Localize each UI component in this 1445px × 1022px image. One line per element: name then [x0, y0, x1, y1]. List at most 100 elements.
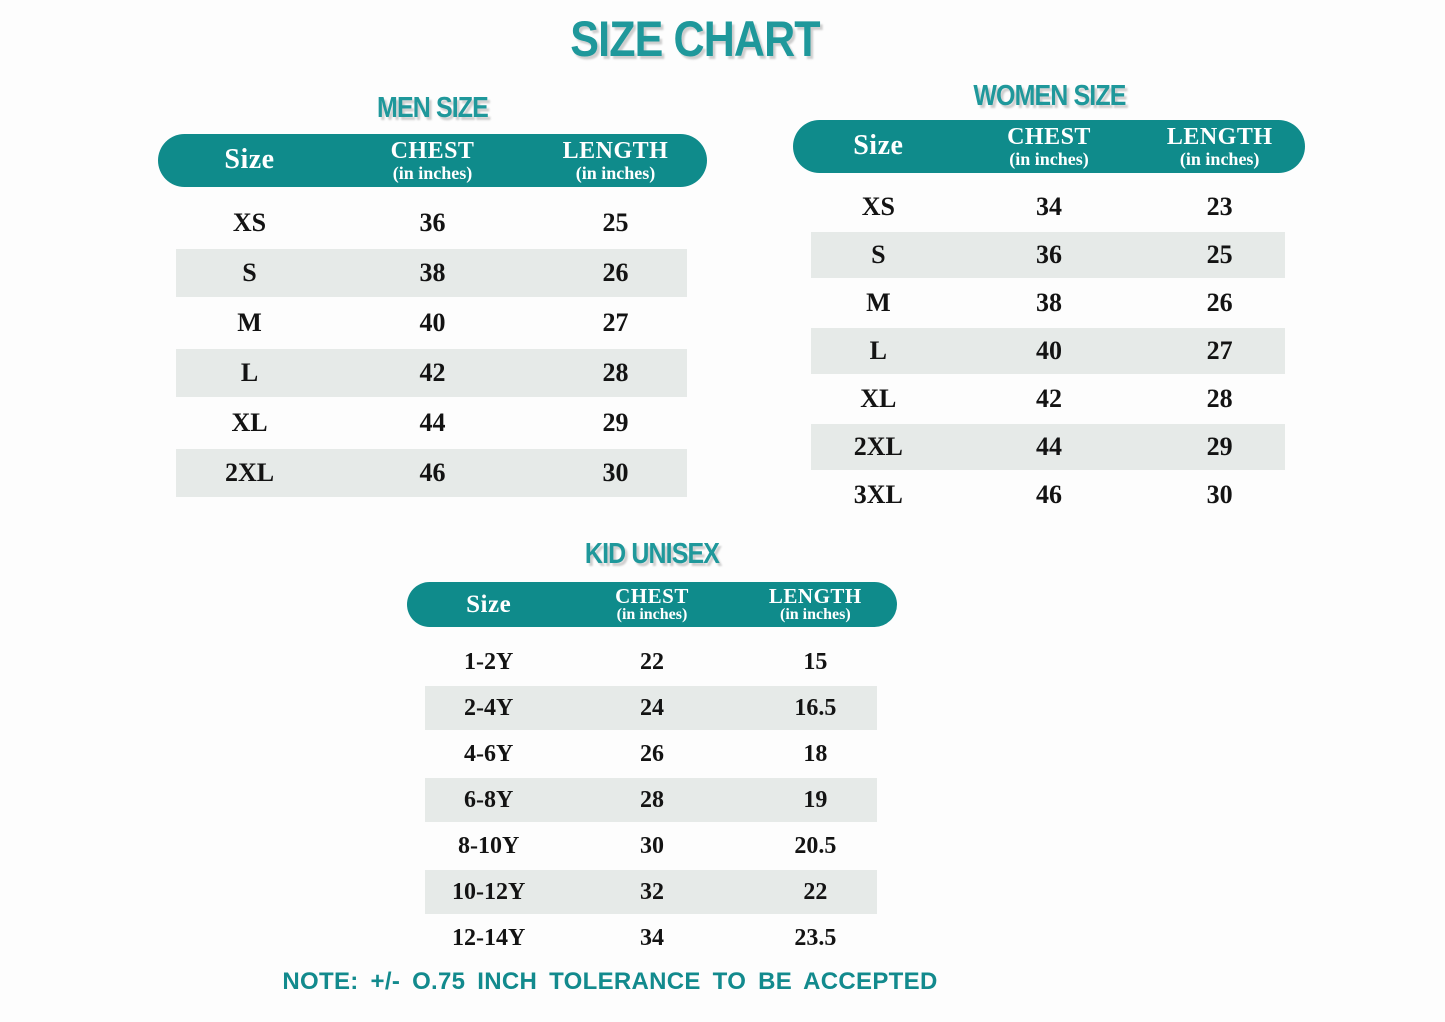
length-cell: 25: [1206, 240, 1233, 269]
table-row: M 40 27: [158, 298, 707, 348]
length-cell: 18: [803, 740, 828, 767]
chest-cell: 46: [419, 458, 446, 487]
length-cell: 16.5: [794, 694, 837, 721]
length-cell: 28: [602, 358, 629, 387]
table-row: S 36 25: [793, 231, 1305, 279]
men-table-header: Size CHEST (in inches) LENGTH (in inches…: [158, 134, 707, 187]
size-cell: 6-8Y: [464, 786, 514, 813]
chest-cell: 42: [1036, 384, 1062, 413]
length-cell: 28: [1206, 384, 1233, 413]
size-cell: XL: [231, 408, 268, 437]
chest-cell: 34: [1036, 192, 1062, 221]
size-cell: 12-14Y: [452, 924, 526, 951]
men-size-heading: MEN SIZE: [377, 92, 489, 124]
table-row: 1-2Y 22 15: [407, 639, 897, 685]
chest-cell: 36: [419, 208, 446, 237]
length-cell: 23: [1206, 192, 1233, 221]
length-cell: 23.5: [794, 924, 837, 951]
table-row: L 42 28: [158, 348, 707, 398]
table-row: 8-10Y 30 20.5: [407, 823, 897, 869]
page-title: SIZE CHART: [550, 10, 840, 68]
length-cell: 22: [803, 878, 828, 905]
length-cell: 30: [602, 458, 629, 487]
length-cell: 27: [1206, 336, 1233, 365]
size-cell: L: [869, 336, 887, 365]
column-header-chest: CHEST (in inches): [615, 583, 689, 624]
kid-unisex-heading: KID UNISEX: [584, 538, 720, 570]
chest-cell: 44: [419, 408, 446, 437]
length-cell: 29: [602, 408, 629, 437]
page-title-text: SIZE CHART: [570, 11, 820, 67]
column-header-size: Size: [224, 144, 275, 176]
column-header-length: LENGTH (in inches): [768, 583, 862, 624]
table-row: XS 36 25: [158, 198, 707, 248]
length-cell: 15: [803, 648, 828, 675]
table-row: 2-4Y 24 16.5: [407, 685, 897, 731]
length-cell: 29: [1206, 432, 1233, 461]
table-row: 12-14Y 34 23.5: [407, 915, 897, 961]
table-row: 10-12Y 32 22: [407, 869, 897, 915]
column-header-chest: CHEST (in inches): [390, 138, 475, 183]
size-cell: M: [237, 308, 262, 337]
chest-cell: 38: [419, 258, 446, 287]
size-cell: 3XL: [853, 480, 903, 509]
kid-table-rows: 1-2Y 22 15 2-4Y 24 16.5 4-6Y 26 18 6-8Y …: [407, 639, 897, 961]
length-cell: 19: [803, 786, 828, 813]
table-row: XL 44 29: [158, 398, 707, 448]
chest-cell: 42: [419, 358, 446, 387]
size-cell: M: [866, 288, 891, 317]
size-cell: XL: [860, 384, 897, 413]
length-cell: 30: [1206, 480, 1233, 509]
chest-cell: 44: [1036, 432, 1062, 461]
women-size-heading: WOMEN SIZE: [972, 80, 1126, 112]
table-row: 3XL 46 30: [793, 471, 1305, 519]
column-header-size: Size: [466, 590, 512, 618]
size-cell: 2XL: [853, 432, 903, 461]
men-table-rows: XS 36 25 S 38 26 M 40 27 L 42 28 XL 44 2…: [158, 198, 707, 498]
size-cell: 2XL: [224, 458, 275, 487]
tolerance-note: NOTE: +/- O.75 INCH TOLERANCE TO BE ACCE…: [282, 968, 938, 995]
column-header-size: Size: [853, 130, 904, 162]
chest-cell: 34: [639, 924, 664, 951]
length-cell: 25: [602, 208, 629, 237]
table-row: 6-8Y 28 19: [407, 777, 897, 823]
length-cell: 26: [1206, 288, 1233, 317]
length-cell: 27: [602, 308, 629, 337]
size-cell: S: [871, 240, 886, 269]
chest-cell: 32: [639, 878, 664, 905]
chest-cell: 22: [639, 648, 664, 675]
length-cell: 20.5: [794, 832, 837, 859]
table-row: 4-6Y 26 18: [407, 731, 897, 777]
length-cell: 26: [602, 258, 629, 287]
chest-cell: 30: [639, 832, 664, 859]
size-cell: XS: [232, 208, 267, 237]
table-row: L 40 27: [793, 327, 1305, 375]
size-cell: 4-6Y: [464, 740, 514, 767]
size-cell: S: [242, 258, 257, 287]
column-header-chest: CHEST (in inches): [1007, 124, 1091, 169]
kid-unisex-table: KID UNISEX Size CHEST (in inches) LENGTH…: [407, 538, 897, 961]
size-cell: L: [240, 358, 259, 387]
size-cell: 1-2Y: [464, 648, 514, 675]
table-row: 2XL 46 30: [158, 448, 707, 498]
chest-cell: 28: [639, 786, 664, 813]
men-size-table: MEN SIZE Size CHEST (in inches) LENGTH (…: [158, 92, 707, 498]
chest-cell: 24: [639, 694, 664, 721]
chest-cell: 26: [639, 740, 664, 767]
chest-cell: 38: [1036, 288, 1062, 317]
table-row: XS 34 23: [793, 183, 1305, 231]
table-row: 2XL 44 29: [793, 423, 1305, 471]
table-row: M 38 26: [793, 279, 1305, 327]
chest-cell: 46: [1036, 480, 1062, 509]
kid-table-header: Size CHEST (in inches) LENGTH (in inches…: [407, 582, 897, 627]
chest-cell: 40: [419, 308, 446, 337]
women-size-table: WOMEN SIZE Size CHEST (in inches) LENGTH…: [793, 80, 1305, 519]
size-cell: 2-4Y: [464, 694, 514, 721]
chest-cell: 40: [1036, 336, 1062, 365]
column-header-length: LENGTH (in inches): [562, 138, 669, 183]
column-header-length: LENGTH (in inches): [1166, 124, 1273, 169]
women-table-rows: XS 34 23 S 36 25 M 38 26 L 40 27 XL 42 2…: [793, 183, 1305, 519]
chest-cell: 36: [1036, 240, 1062, 269]
table-row: S 38 26: [158, 248, 707, 298]
size-cell: 10-12Y: [452, 878, 526, 905]
